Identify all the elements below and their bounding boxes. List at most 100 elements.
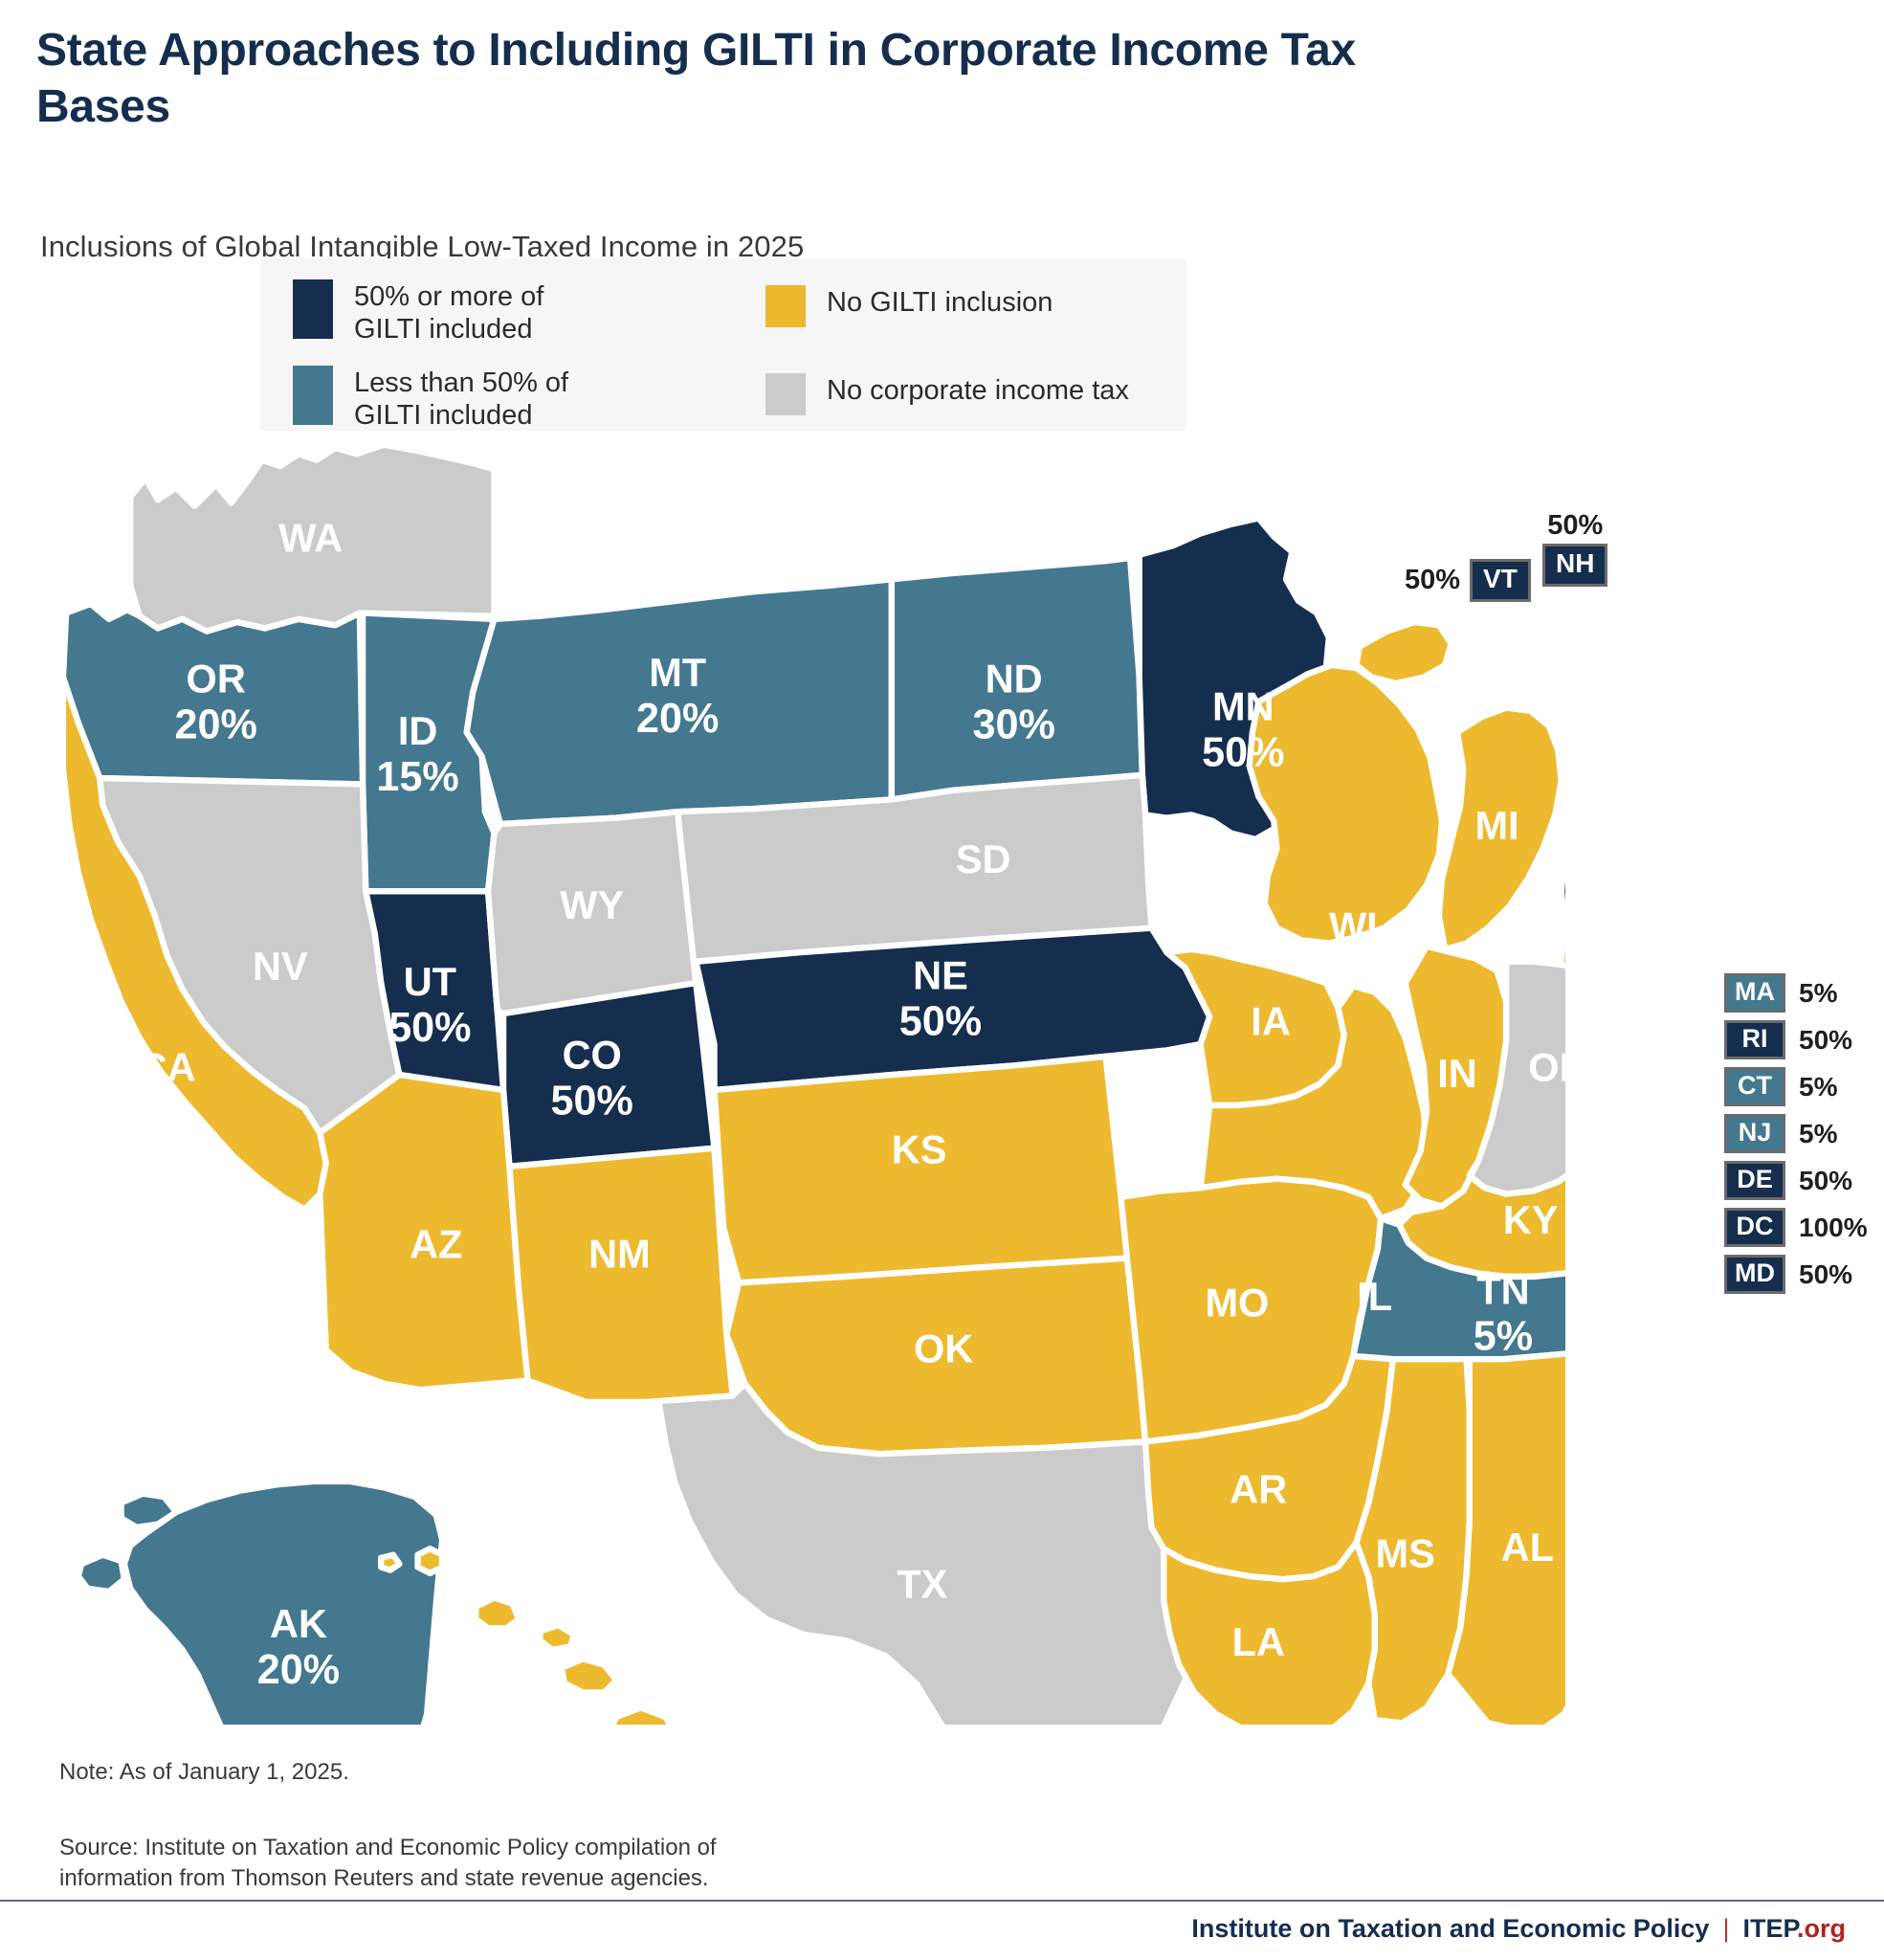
- svg-text:OK: OK: [914, 1325, 973, 1370]
- footer-attribution: Institute on Taxation and Economic Polic…: [1191, 1914, 1846, 1944]
- svg-text:IL: IL: [1357, 1274, 1392, 1319]
- small-states-list: MA 5% RI 50% CT 5% NJ 5% DE 50% DC 100% …: [1724, 969, 1884, 1298]
- svg-text:TX: TX: [897, 1561, 947, 1606]
- svg-text:LA: LA: [1232, 1619, 1285, 1664]
- callout-vt-pct: 50%: [1405, 564, 1461, 595]
- small-state-row-dc[interactable]: DC 100%: [1724, 1204, 1884, 1251]
- svg-text:MO: MO: [1205, 1280, 1269, 1325]
- small-state-row-ct[interactable]: CT 5%: [1724, 1063, 1884, 1110]
- svg-text:AZ: AZ: [410, 1222, 462, 1267]
- state-PA[interactable]: [1558, 876, 1565, 1047]
- svg-text:15%: 15%: [376, 754, 458, 800]
- legend-item-gray: No corporate income tax: [765, 373, 1129, 415]
- page-title: State Approaches to Including GILTI in C…: [36, 25, 1356, 132]
- small-state-row-md[interactable]: MD 50%: [1724, 1251, 1884, 1298]
- svg-text:50%: 50%: [899, 998, 982, 1044]
- svg-text:AL: AL: [1501, 1525, 1554, 1570]
- callout-vt: 50% VT: [1405, 559, 1531, 602]
- state-IL[interactable]: [1197, 983, 1430, 1222]
- legend-item-teal: Less than 50% of GILTI included: [293, 366, 568, 432]
- state-AK[interactable]: [75, 1478, 495, 1725]
- legend-swatch-gray: [765, 373, 806, 415]
- svg-text:AK: AK: [270, 1601, 327, 1646]
- legend-swatch-navy: [293, 279, 333, 339]
- itep-main: ITEP: [1742, 1914, 1797, 1943]
- svg-text:SD: SD: [956, 836, 1011, 881]
- state-HI[interactable]: [378, 1546, 677, 1725]
- svg-text:NM: NM: [588, 1231, 651, 1276]
- footer-divider: |: [1722, 1914, 1730, 1943]
- state-WI[interactable]: [1246, 661, 1446, 947]
- state-MI[interactable]: [1353, 618, 1564, 953]
- callout-nh: 50% NH: [1542, 510, 1608, 587]
- svg-text:IA: IA: [1251, 998, 1291, 1043]
- svg-text:ID: ID: [398, 708, 438, 753]
- svg-text:HI: HI: [536, 1724, 576, 1725]
- source-text: Source: Institute on Taxation and Econom…: [59, 1835, 717, 1892]
- callout-nh-tag[interactable]: NH: [1542, 544, 1608, 587]
- svg-text:UT: UT: [404, 959, 456, 1004]
- svg-text:TN: TN: [1476, 1268, 1529, 1313]
- svg-text:50%: 50%: [388, 1005, 471, 1051]
- svg-text:50%: 50%: [1202, 729, 1284, 775]
- svg-text:KS: KS: [892, 1127, 947, 1172]
- svg-text:WI: WI: [1329, 903, 1378, 948]
- small-state-tag-nj[interactable]: NJ: [1724, 1114, 1785, 1153]
- svg-text:20%: 20%: [257, 1647, 340, 1693]
- legend-label-gray: No corporate income tax: [827, 375, 1129, 406]
- state-TX[interactable]: [644, 1380, 1198, 1725]
- small-state-tag-ma[interactable]: MA: [1724, 973, 1785, 1013]
- legend-item-navy: 50% or more of GILTI included: [293, 279, 543, 345]
- small-state-row-ri[interactable]: RI 50%: [1724, 1016, 1884, 1063]
- legend-swatch-teal: [293, 366, 333, 425]
- svg-text:MN: MN: [1212, 683, 1274, 728]
- small-state-row-nj[interactable]: NJ 5%: [1724, 1110, 1884, 1157]
- svg-text:30%: 30%: [973, 702, 1055, 748]
- footer-org-name: Institute on Taxation and Economic Polic…: [1191, 1914, 1710, 1943]
- state-OH[interactable]: [1466, 958, 1565, 1197]
- small-state-tag-ct[interactable]: CT: [1724, 1067, 1785, 1106]
- small-state-value-ct: 5%: [1799, 1071, 1838, 1102]
- svg-text:AR: AR: [1230, 1466, 1287, 1511]
- legend-item-yellow: No GILTI inclusion: [765, 285, 1053, 327]
- map-legend: 50% or more of GILTI included Less than …: [260, 258, 1186, 431]
- state-AL[interactable]: [1445, 1350, 1565, 1725]
- svg-text:WY: WY: [560, 882, 624, 927]
- legend-swatch-yellow: [765, 285, 806, 327]
- small-state-row-de[interactable]: DE 50%: [1724, 1157, 1884, 1204]
- svg-text:OR: OR: [187, 657, 246, 702]
- small-state-tag-ri[interactable]: RI: [1724, 1020, 1785, 1059]
- svg-text:ND: ND: [986, 657, 1043, 702]
- svg-text:CO: CO: [563, 1033, 622, 1078]
- small-state-row-ma[interactable]: MA 5%: [1724, 969, 1884, 1016]
- small-state-value-ma: 5%: [1799, 977, 1838, 1008]
- small-state-tag-de[interactable]: DE: [1724, 1161, 1785, 1200]
- state-NY[interactable]: [1558, 757, 1565, 923]
- svg-text:MS: MS: [1376, 1530, 1435, 1575]
- callout-vt-tag[interactable]: VT: [1470, 559, 1531, 602]
- small-state-tag-dc[interactable]: DC: [1724, 1208, 1785, 1247]
- svg-text:MI: MI: [1474, 803, 1518, 848]
- svg-text:IN: IN: [1437, 1051, 1477, 1096]
- svg-text:OH: OH: [1528, 1044, 1565, 1089]
- us-choropleth-map: WA OR 20% ID 15% MT 20% ND 30% MN 50% SD WY N…: [34, 433, 1565, 1725]
- svg-text:WA: WA: [278, 516, 343, 561]
- legend-label-yellow: No GILTI inclusion: [827, 287, 1053, 318]
- svg-text:NE: NE: [913, 953, 968, 998]
- itep-wordmark[interactable]: ITEP.org: [1742, 1914, 1846, 1944]
- page-subtitle: Inclusions of Global Intangible Low-Taxe…: [40, 230, 805, 263]
- footer-divider-rule: [0, 1900, 1884, 1902]
- small-state-tag-md[interactable]: MD: [1724, 1255, 1785, 1294]
- small-state-value-de: 50%: [1799, 1165, 1853, 1195]
- svg-text:20%: 20%: [636, 696, 719, 742]
- note-text: Note: As of January 1, 2025.: [59, 1759, 349, 1785]
- small-state-value-nj: 5%: [1799, 1118, 1838, 1148]
- svg-text:20%: 20%: [175, 702, 257, 748]
- svg-text:NV: NV: [253, 944, 308, 989]
- small-state-value-md: 50%: [1799, 1258, 1853, 1289]
- legend-label-navy: 50% or more of GILTI included: [354, 281, 544, 345]
- small-state-value-ri: 50%: [1799, 1024, 1853, 1055]
